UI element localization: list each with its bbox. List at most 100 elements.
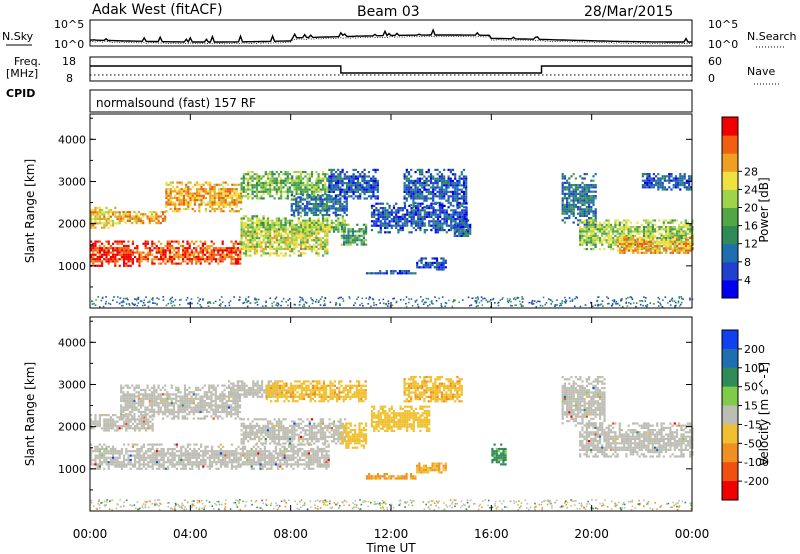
radar-cell: [188, 251, 191, 254]
radar-cell: [220, 192, 223, 195]
noise-cell: [171, 305, 174, 307]
radar-cell: [438, 175, 441, 178]
radar-cell: [326, 177, 329, 180]
radar-cell: [412, 272, 415, 275]
radar-cell: [304, 239, 307, 242]
radar-cell: [339, 179, 342, 182]
noise-cell: [590, 301, 592, 304]
radar-cell: [634, 230, 637, 233]
radar-cell: [212, 247, 215, 250]
radar-cell: [288, 177, 292, 180]
radar-cell: [345, 186, 349, 189]
radar-cell: [447, 182, 450, 185]
radar-cell: [379, 231, 382, 234]
radar-cell: [151, 240, 154, 243]
radar-cell: [306, 230, 309, 233]
radar-cell: [240, 181, 243, 185]
radar-cell: [644, 186, 647, 189]
radar-cell: [223, 253, 226, 256]
radar-cell: [341, 195, 344, 198]
radar-cell: [269, 179, 272, 182]
radar-cell: [98, 249, 101, 252]
radar-cell: [90, 209, 93, 212]
radar-cell: [251, 224, 254, 227]
radar-cell: [440, 197, 444, 200]
radar-cell: [625, 245, 628, 248]
radar-cell: [269, 228, 272, 231]
radar-cell: [421, 207, 424, 210]
radar-cell: [273, 241, 276, 244]
radar-cell: [374, 168, 377, 171]
radar-cell: [168, 260, 171, 263]
radar-cell: [209, 201, 212, 204]
radar-cell: [434, 231, 437, 234]
radar-cell: [198, 203, 201, 206]
radar-cell: [350, 179, 353, 182]
radar-cell: [169, 207, 172, 211]
radar-cell: [649, 251, 652, 254]
radar-cell: [403, 195, 406, 198]
radar-cell: [352, 188, 355, 191]
radar-cell: [370, 207, 374, 210]
noise-cell: [209, 301, 211, 304]
radar-cell: [661, 177, 664, 180]
radar-cell: [277, 219, 281, 222]
radar-cell: [417, 202, 420, 205]
radar-cell: [429, 264, 432, 267]
radar-cell: [302, 226, 305, 229]
radar-cell: [313, 232, 316, 235]
radar-cell: [247, 228, 250, 231]
radar-cell: [209, 185, 212, 189]
radar-cell: [403, 272, 406, 275]
radar-cell: [620, 228, 624, 231]
radar-cell: [370, 204, 374, 207]
radar-cell: [178, 192, 181, 195]
radar-cell: [124, 213, 127, 216]
radar-cell: [405, 175, 408, 178]
radar-cell: [373, 211, 376, 214]
radar-cell: [688, 181, 691, 184]
radar-cell: [222, 203, 225, 206]
radar-cell: [326, 250, 329, 253]
radar-cell: [643, 245, 646, 248]
radar-cell: [116, 215, 119, 218]
radar-cell: [286, 234, 289, 237]
radar-cell: [321, 254, 325, 257]
radar-cell: [213, 183, 216, 186]
radar-cell: [669, 251, 672, 254]
noise-cell: [425, 301, 427, 304]
radar-cell: [325, 211, 329, 214]
noise-cell: [265, 300, 267, 302]
radar-cell: [167, 199, 170, 202]
radar-cell: [427, 175, 430, 178]
radar-cell: [293, 230, 296, 233]
radar-cell: [138, 258, 141, 261]
radar-cell: [612, 226, 615, 229]
radar-cell: [271, 239, 274, 242]
radar-cell: [392, 272, 395, 275]
radar-cell: [399, 229, 402, 232]
radar-cell: [326, 228, 329, 231]
radar-cell: [561, 210, 564, 213]
radar-cell: [229, 190, 232, 193]
radar-cell: [168, 255, 171, 259]
radar-cell: [273, 230, 276, 233]
radar-cell: [561, 184, 564, 187]
radar-cell: [590, 228, 593, 231]
radar-cell: [465, 211, 468, 214]
radar-cell: [356, 177, 360, 180]
radar-cell: [454, 199, 457, 202]
radar-cell: [466, 234, 470, 237]
radar-cell: [447, 186, 450, 189]
radar-cell: [271, 252, 274, 255]
radar-cell: [641, 175, 644, 178]
radar-cell: [592, 179, 595, 182]
radar-cell: [679, 184, 682, 187]
radar-cell: [165, 190, 168, 193]
radar-cell: [674, 179, 677, 182]
radar-cell: [423, 213, 426, 216]
noise-cell: [490, 299, 492, 301]
radar-cell: [590, 217, 593, 220]
radar-cell: [454, 193, 457, 196]
radar-cell: [343, 230, 346, 233]
